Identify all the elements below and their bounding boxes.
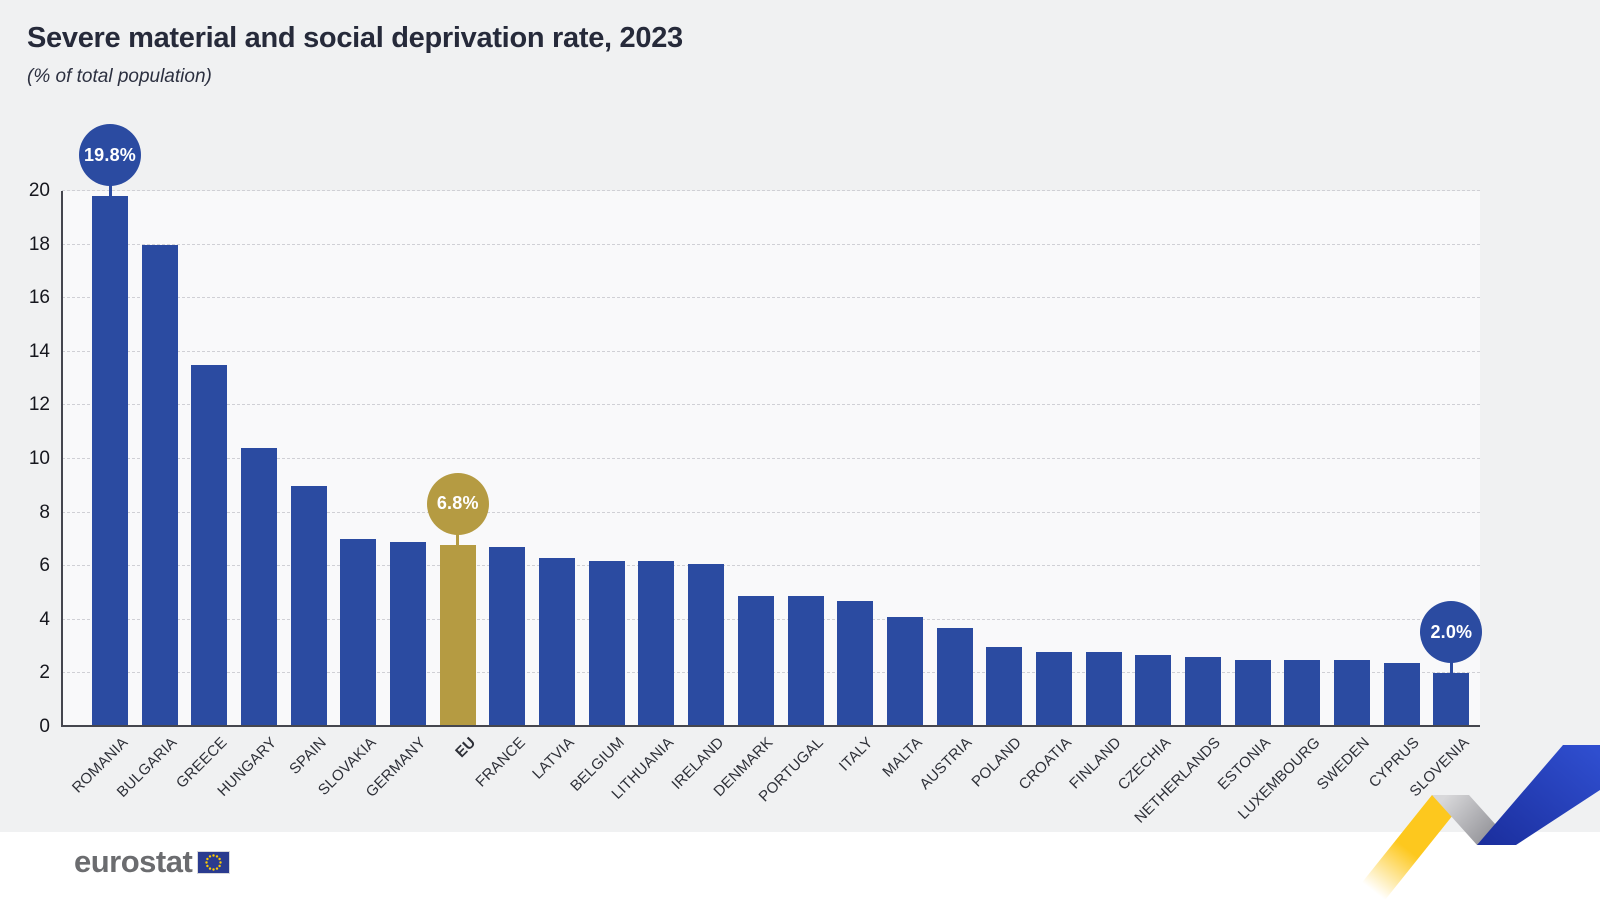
bar-malta [886, 617, 923, 727]
gridline [62, 190, 1480, 191]
y-axis-tick-label: 18 [28, 233, 50, 255]
y-axis-tick-label: 4 [39, 608, 50, 630]
gridline [62, 458, 1480, 459]
y-axis-tick-label: 10 [28, 448, 50, 469]
eu-flag-icon [197, 850, 231, 874]
bar-czechia [1135, 654, 1172, 727]
bar-slovakia [340, 539, 377, 727]
bar-germany [390, 542, 427, 727]
y-axis-tick-label: 20 [28, 180, 50, 201]
x-label-sweden: SWEDEN [1313, 734, 1374, 794]
y-axis-tick-label: 0 [39, 716, 50, 737]
bar-sweden [1334, 660, 1370, 727]
x-label-croatia: CROATIA [1015, 734, 1075, 794]
bar-slovenia [1433, 673, 1470, 727]
bar-austria [936, 627, 973, 727]
callout-stem-eu [456, 531, 460, 545]
x-label-austria: AUSTRIA [916, 734, 976, 793]
callout-stem-slovenia [1449, 660, 1453, 674]
bar-lithuania [638, 560, 675, 727]
bar-finland [1085, 651, 1122, 727]
bar-eu [439, 544, 476, 727]
x-label-latvia: LATVIA [529, 734, 579, 783]
bar-denmark [737, 595, 774, 727]
bar-bulgaria [141, 244, 178, 727]
y-axis-tick-label: 6 [39, 555, 50, 577]
bar-estonia [1234, 660, 1271, 727]
chart-subtitle: (% of total population) [27, 66, 212, 87]
y-axis-line [61, 191, 63, 727]
ribbon-blue-band [1477, 745, 1600, 845]
bar-ireland [688, 563, 725, 727]
x-label-eu: EU [451, 734, 479, 762]
bar-portugal [787, 595, 824, 727]
x-label-italy: ITALY [835, 734, 877, 775]
gridline [62, 243, 1480, 245]
y-axis-tick-label: 2 [39, 662, 50, 684]
callout-bubble-slovenia: 2.0% [1420, 601, 1483, 664]
bar-hungary [241, 448, 278, 727]
y-axis-tick-label: 14 [28, 340, 50, 362]
bar-netherlands [1184, 657, 1221, 727]
chart-title: Severe material and social deprivation r… [27, 22, 683, 54]
gridline [62, 565, 1480, 567]
footer-band [0, 832, 1600, 900]
bar-romania [92, 196, 128, 727]
eurostat-logo-text: eurostat [74, 844, 193, 879]
y-axis-tick-label: 8 [39, 501, 50, 523]
x-label-netherlands: NETHERLANDS [1131, 734, 1224, 827]
bar-poland [986, 646, 1023, 727]
gridline [62, 350, 1480, 352]
bar-spain [290, 485, 327, 727]
y-axis-tick-label: 16 [28, 287, 50, 309]
callout-bubble-eu: 6.8% [426, 472, 489, 535]
bar-cyprus [1383, 662, 1420, 727]
bar-greece [191, 365, 228, 727]
x-axis-line [61, 725, 1480, 727]
y-axis-tick-label: 12 [28, 394, 50, 416]
bar-latvia [539, 558, 576, 727]
gridline [62, 404, 1480, 406]
gridline [62, 511, 1480, 513]
x-label-malta: MALTA [879, 734, 926, 781]
callout-stem-romania [108, 183, 112, 197]
callout-bubble-romania: 19.8% [79, 124, 141, 187]
gridline [62, 297, 1480, 299]
bar-italy [837, 601, 874, 727]
x-label-france: FRANCE [471, 734, 529, 791]
eu-flag-stars [205, 853, 223, 871]
bar-belgium [588, 560, 625, 727]
bar-luxembourg [1284, 660, 1321, 727]
eurostat-logo: eurostat [74, 844, 231, 879]
bar-croatia [1035, 651, 1072, 727]
bar-france [489, 547, 526, 727]
x-label-spain: SPAIN [285, 734, 330, 778]
